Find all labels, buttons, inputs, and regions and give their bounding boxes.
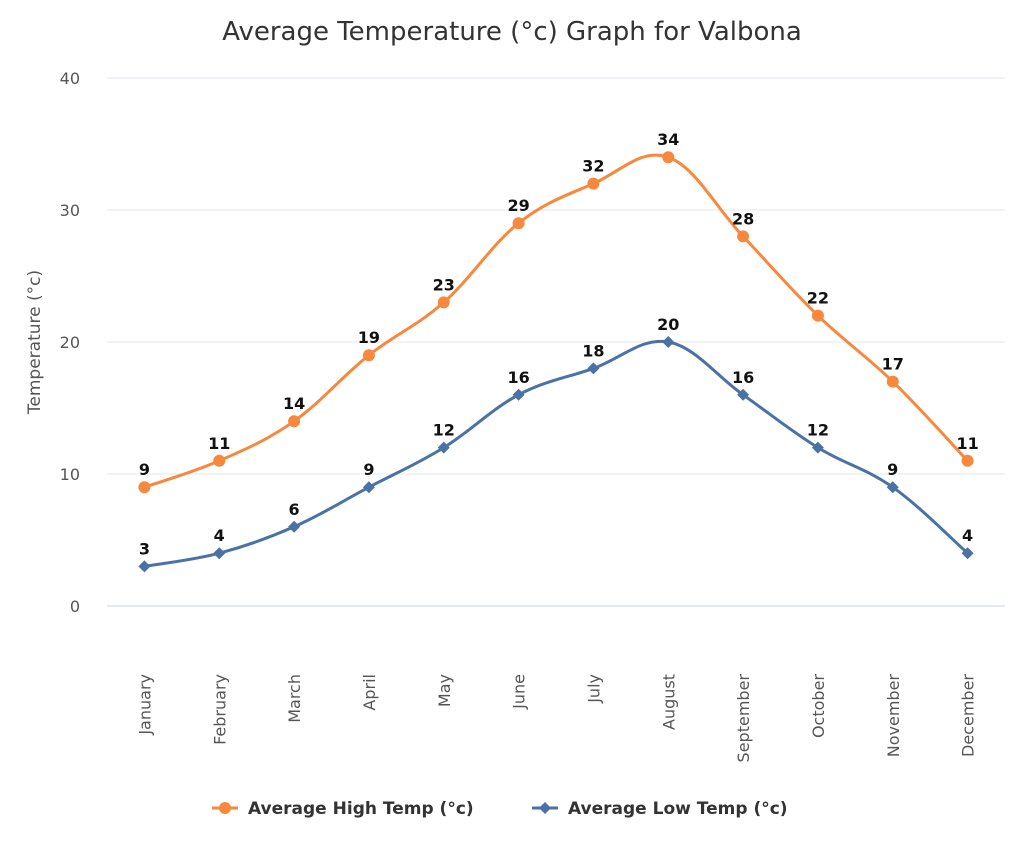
y-axis-ticks: 0 10 20 30 40: [60, 69, 80, 616]
x-tick-label: April: [360, 674, 379, 711]
data-label: 9: [363, 460, 374, 479]
data-label: 12: [807, 421, 829, 440]
gridlines: [107, 77, 1005, 607]
chart-title: Average Temperature (°c) Graph for Valbo…: [222, 17, 802, 47]
data-point[interactable]: [737, 230, 750, 243]
data-label: 19: [358, 328, 380, 347]
data-label: 17: [882, 355, 904, 374]
legend-label: Average Low Temp (°c): [568, 799, 788, 819]
data-label: 32: [582, 157, 604, 176]
y-tick-label: 40: [60, 69, 80, 88]
y-axis-title: Temperature (°c): [25, 270, 45, 415]
data-label: 16: [507, 368, 529, 387]
series-low: 3 4 6 9 12 16 18 20 16 12 9 4: [138, 315, 974, 573]
data-point[interactable]: [662, 336, 675, 348]
data-point[interactable]: [213, 454, 226, 467]
data-label: 34: [657, 130, 679, 149]
data-point[interactable]: [138, 560, 151, 573]
series-line: [142, 339, 970, 568]
series-high: 9 11 14 19 23 29 32 34 28 22 17 11: [138, 130, 979, 494]
data-point[interactable]: [811, 441, 824, 454]
data-point[interactable]: [288, 415, 301, 428]
data-point[interactable]: [512, 388, 525, 401]
data-point[interactable]: [587, 177, 600, 190]
x-tick-label: July: [584, 674, 603, 704]
data-label: 14: [283, 394, 305, 413]
data-point[interactable]: [437, 296, 450, 309]
data-label: 4: [962, 526, 973, 545]
data-label: 16: [732, 368, 754, 387]
data-point[interactable]: [737, 388, 750, 401]
legend-item[interactable]: Average Low Temp (°c): [532, 799, 788, 819]
data-label: 12: [433, 421, 455, 440]
x-tick-label: February: [210, 674, 229, 745]
legend-label: Average High Temp (°c): [248, 799, 474, 819]
data-label: 11: [956, 434, 978, 453]
legend-marker[interactable]: [219, 802, 231, 814]
data-label: 9: [139, 460, 150, 479]
data-label: 23: [433, 275, 455, 294]
data-point[interactable]: [961, 547, 974, 560]
data-label: 29: [507, 196, 529, 215]
x-tick-label: August: [659, 674, 678, 730]
data-point[interactable]: [288, 520, 301, 533]
data-point[interactable]: [587, 362, 600, 375]
x-tick-label: November: [884, 674, 903, 758]
x-tick-label: May: [435, 674, 454, 707]
data-label: 6: [289, 500, 300, 519]
y-tick-label: 0: [70, 597, 80, 616]
data-label: 3: [139, 539, 150, 558]
legend-marker[interactable]: [539, 802, 551, 814]
x-tick-label: October: [809, 674, 828, 738]
x-tick-label: June: [510, 674, 529, 710]
data-label: 9: [887, 460, 898, 479]
y-tick-label: 10: [60, 465, 80, 484]
x-tick-label: December: [959, 674, 978, 757]
data-label: 28: [732, 209, 754, 228]
data-point[interactable]: [512, 217, 525, 230]
x-tick-label: January: [135, 674, 154, 736]
data-point[interactable]: [886, 375, 899, 388]
data-point[interactable]: [213, 547, 226, 560]
data-point[interactable]: [961, 454, 974, 467]
data-label: 4: [214, 526, 225, 545]
data-point[interactable]: [362, 349, 375, 362]
legend-item[interactable]: Average High Temp (°c): [212, 799, 474, 819]
y-tick-label: 20: [60, 333, 80, 352]
legend[interactable]: Average High Temp (°c) Average Low Temp (…: [212, 799, 788, 819]
data-point[interactable]: [811, 309, 824, 322]
data-label: 18: [582, 341, 604, 360]
data-point[interactable]: [362, 481, 375, 494]
data-point[interactable]: [662, 151, 675, 164]
series-layer: 9111419232932342822171134691216182016129…: [138, 130, 979, 573]
x-tick-label: September: [734, 674, 753, 763]
data-point[interactable]: [437, 441, 450, 454]
data-label: 20: [657, 315, 679, 334]
data-label: 22: [807, 289, 829, 308]
x-tick-label: March: [285, 674, 304, 723]
data-label: 11: [208, 434, 230, 453]
x-axis-ticks: January February March April May June July Augu…: [135, 674, 977, 763]
y-tick-label: 30: [60, 201, 80, 220]
series-line: [142, 153, 970, 489]
data-point[interactable]: [886, 481, 899, 494]
data-point[interactable]: [138, 481, 151, 494]
